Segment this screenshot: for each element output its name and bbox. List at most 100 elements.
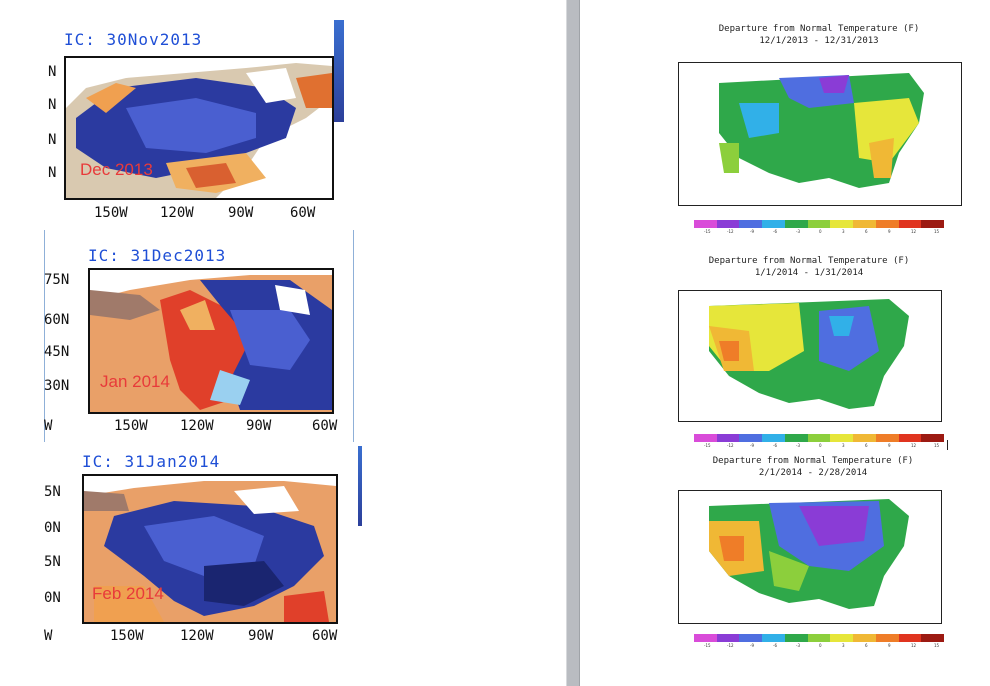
colorbar-tick-label: 0 xyxy=(819,643,822,648)
colorbar-segment xyxy=(875,634,900,642)
colorbar-3 xyxy=(694,634,945,642)
panel-title: Departure from Normal Temperature (F) xyxy=(718,24,920,34)
colorbar-fragment-3 xyxy=(358,446,362,526)
cursor-mark xyxy=(947,440,948,450)
lat-label: 75N xyxy=(44,272,70,288)
panel-title: Departure from Normal Temperature (F) xyxy=(712,456,914,466)
colorbar-tick-label: -9 xyxy=(750,443,754,448)
colorbar-tick-label: -3 xyxy=(796,643,800,648)
panel-dates: 2/1/2014 - 2/28/2014 xyxy=(758,468,868,478)
colorbar-segment xyxy=(762,434,786,442)
colorbar-tick-label: -9 xyxy=(750,229,754,234)
colorbar-tick-label: -15 xyxy=(704,229,711,234)
colorbar-tick-label: 9 xyxy=(888,643,891,648)
colorbar-tick-label: -6 xyxy=(773,643,777,648)
colorbar-tick-label: 6 xyxy=(865,229,868,234)
colorbar-segment xyxy=(762,634,786,642)
colorbar-segment xyxy=(807,634,831,642)
colorbar-tick-label: -3 xyxy=(796,443,800,448)
colorbar-tick-label: -12 xyxy=(727,229,734,234)
ic-label-2: IC: 31Dec2013 xyxy=(88,246,227,265)
lon-label: W xyxy=(44,418,53,434)
colorbar-segment xyxy=(716,220,740,228)
lat-label: N xyxy=(48,64,57,80)
lon-label: W xyxy=(44,628,53,644)
colorbar-tick-label: -6 xyxy=(773,443,777,448)
lat-label: 0N xyxy=(44,520,61,536)
forecast-map-dec2013 xyxy=(64,56,334,200)
panel-title: Departure from Normal Temperature (F) xyxy=(708,256,910,266)
colorbar-tick-label: 6 xyxy=(865,643,868,648)
colorbar-tick-label: -15 xyxy=(704,643,711,648)
lon-label: 90W xyxy=(246,418,272,434)
colorbar-tick-label: 12 xyxy=(911,643,917,648)
colorbar-2 xyxy=(694,434,945,442)
lon-label: 60W xyxy=(312,418,338,434)
colorbar-segment xyxy=(898,434,922,442)
colorbar-segment xyxy=(853,434,877,442)
frame-line xyxy=(44,230,45,442)
colorbar-segment xyxy=(830,634,854,642)
colorbar-tick-label: -9 xyxy=(750,643,754,648)
lat-label: N xyxy=(48,132,57,148)
colorbar-segment xyxy=(694,634,718,642)
colorbar-tick-label: 9 xyxy=(888,443,891,448)
lat-label: 5N xyxy=(44,484,61,500)
colorbar-segment xyxy=(694,434,718,442)
colorbar-segment xyxy=(784,220,809,228)
lat-label: 60N xyxy=(44,312,70,328)
colorbar-segment xyxy=(807,434,831,442)
colorbar-segment xyxy=(921,434,945,442)
colorbar-tick-label: -12 xyxy=(727,443,734,448)
colorbar-tick-label: -6 xyxy=(773,229,777,234)
colorbar-tick-label: -12 xyxy=(727,643,734,648)
observed-map-dec2013 xyxy=(678,62,962,206)
month-label-1: Dec 2013 xyxy=(80,160,153,179)
colorbar-segment xyxy=(921,220,945,228)
lon-label: 120W xyxy=(160,205,194,221)
colorbar-segment xyxy=(716,634,740,642)
colorbar-segment xyxy=(762,220,786,228)
colorbar-tick-label: 3 xyxy=(842,443,845,448)
window-divider[interactable] xyxy=(566,0,580,686)
colorbar-segment xyxy=(830,434,854,442)
colorbar-segment xyxy=(739,634,763,642)
month-label-2: Jan 2014 xyxy=(100,372,170,391)
lon-label: 120W xyxy=(180,628,214,644)
colorbar-segment xyxy=(784,434,809,442)
lat-label: N xyxy=(48,165,57,181)
colorbar-tick-label: 15 xyxy=(934,229,940,234)
colorbar-tick-label: 9 xyxy=(888,229,891,234)
forecast-map-feb2014 xyxy=(82,474,338,624)
colorbar-segment xyxy=(739,434,763,442)
colorbar-1 xyxy=(694,220,945,228)
colorbar-segment xyxy=(694,220,718,228)
colorbar-tick-label: 6 xyxy=(865,443,868,448)
colorbar-segment xyxy=(921,634,945,642)
colorbar-segment xyxy=(898,634,922,642)
colorbar-tick-label: 15 xyxy=(934,443,940,448)
colorbar-tick-label: 12 xyxy=(911,229,917,234)
colorbar-segment xyxy=(830,220,854,228)
colorbar-tick-label: 0 xyxy=(819,443,822,448)
colorbar-segment xyxy=(875,434,900,442)
lon-label: 150W xyxy=(110,628,144,644)
lat-label: 0N xyxy=(44,590,61,606)
colorbar-tick-label: -15 xyxy=(704,443,711,448)
lat-label: 45N xyxy=(44,344,70,360)
colorbar-tick-label: 0 xyxy=(819,229,822,234)
lon-label: 90W xyxy=(248,628,274,644)
frame-line xyxy=(353,230,354,442)
colorbar-segment xyxy=(853,220,877,228)
colorbar-segment xyxy=(875,220,900,228)
colorbar-segment xyxy=(807,220,831,228)
forecast-map-jan2014 xyxy=(88,268,334,414)
colorbar-segment xyxy=(853,634,877,642)
panel-dates: 1/1/2014 - 1/31/2014 xyxy=(754,268,864,278)
ic-label-3: IC: 31Jan2014 xyxy=(82,452,221,471)
colorbar-segment xyxy=(716,434,740,442)
observed-map-jan2014 xyxy=(678,290,942,422)
panel-dates: 12/1/2013 - 12/31/2013 xyxy=(759,36,879,46)
colorbar-tick-label: 12 xyxy=(911,443,917,448)
lat-label: 30N xyxy=(44,378,70,394)
